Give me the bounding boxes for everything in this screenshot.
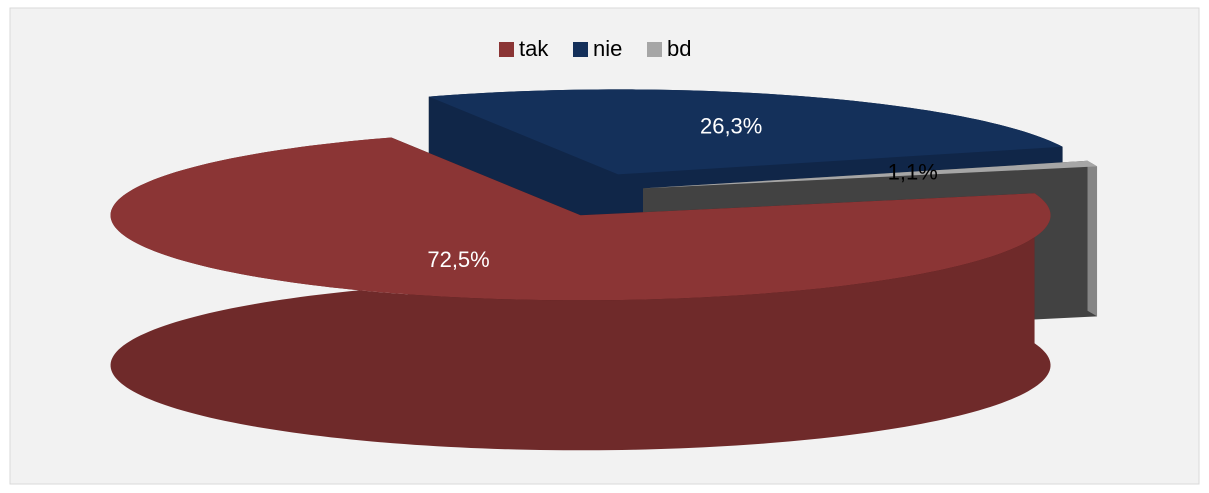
legend: tak nie bd xyxy=(499,36,691,61)
legend-swatch xyxy=(647,42,662,57)
data-label: 26,3% xyxy=(700,113,762,138)
data-label: 72,5% xyxy=(427,247,489,272)
slice-side xyxy=(1087,160,1098,317)
slice-top xyxy=(110,137,1051,301)
slice-top xyxy=(428,89,1063,175)
legend-swatch xyxy=(499,42,514,57)
legend-label: bd xyxy=(667,36,691,61)
legend-label: nie xyxy=(593,36,622,61)
legend-swatch xyxy=(573,42,588,57)
legend-label: tak xyxy=(519,36,549,61)
pie: 26,3% 1,1% 72,5% xyxy=(110,89,1098,451)
data-label: 1,1% xyxy=(888,159,938,184)
slice xyxy=(110,137,1051,451)
slice-top xyxy=(643,160,1098,189)
